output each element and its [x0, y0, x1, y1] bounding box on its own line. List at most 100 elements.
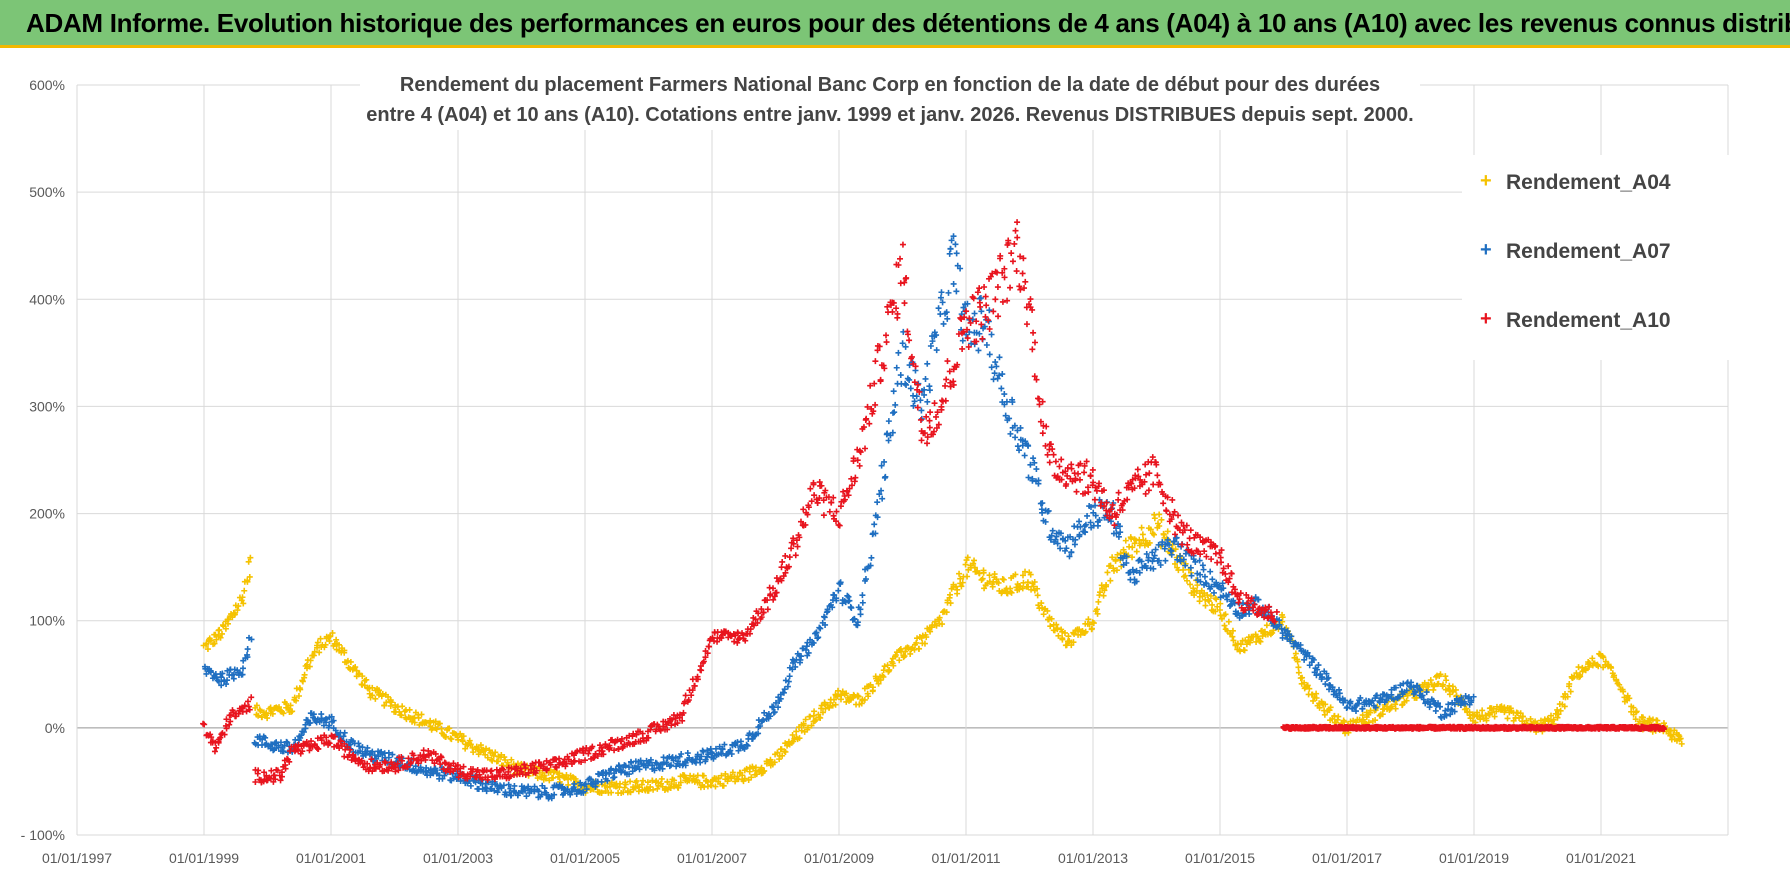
- data-point: [946, 591, 953, 598]
- data-point: [1412, 689, 1419, 696]
- data-point: [336, 641, 343, 648]
- data-point: [1133, 548, 1140, 555]
- data-point: [779, 752, 786, 759]
- data-point: [295, 693, 302, 700]
- data-point: [640, 760, 647, 767]
- data-point: [991, 370, 998, 377]
- data-point: [892, 653, 899, 660]
- data-point: [1273, 608, 1280, 615]
- data-point: [1001, 391, 1008, 398]
- data-point: [1557, 707, 1564, 714]
- data-point: [1331, 688, 1338, 695]
- data-point: [901, 300, 908, 307]
- data-point: [1620, 688, 1627, 695]
- data-point: [216, 626, 223, 633]
- data-point: [316, 649, 323, 656]
- data-point: [817, 625, 824, 632]
- data-point: [1034, 585, 1041, 592]
- data-point: [299, 748, 306, 755]
- data-point: [871, 521, 878, 528]
- data-point: [427, 717, 434, 724]
- data-point: [1217, 600, 1224, 607]
- data-point: [261, 769, 268, 776]
- data-point: [868, 554, 875, 561]
- data-point: [270, 747, 277, 754]
- data-point: [1151, 515, 1158, 522]
- data-point: [1114, 551, 1121, 558]
- data-point: [944, 315, 951, 322]
- data-point: [330, 717, 337, 724]
- data-point: [771, 759, 778, 766]
- data-point: [1097, 589, 1103, 596]
- data-point: [226, 721, 233, 728]
- data-point: [308, 738, 315, 745]
- data-point: [958, 583, 965, 590]
- data-point: [826, 704, 833, 711]
- series-rendement-a10-flat: [1280, 723, 1667, 732]
- data-point: [492, 749, 499, 756]
- data-point: [926, 387, 933, 394]
- data-point: [1047, 623, 1054, 630]
- data-point: [1554, 706, 1561, 713]
- data-point: [318, 737, 325, 744]
- data-point: [824, 606, 831, 613]
- data-point: [340, 733, 347, 740]
- data-point: [542, 775, 549, 782]
- data-point: [1092, 502, 1099, 509]
- data-point: [1326, 707, 1333, 714]
- data-point: [314, 639, 321, 646]
- data-point: [230, 675, 237, 682]
- data-point: [638, 781, 645, 788]
- data-point: [996, 354, 1003, 361]
- data-point: [943, 309, 950, 316]
- data-point: [729, 769, 736, 776]
- data-point: [207, 669, 214, 676]
- data-point: [1310, 697, 1317, 704]
- data-point: [1200, 566, 1207, 573]
- data-point: [859, 592, 866, 599]
- data-point: [760, 717, 767, 724]
- data-point: [974, 289, 981, 296]
- data-point: [1048, 615, 1055, 622]
- data-point: [1414, 682, 1421, 689]
- data-point: [1451, 708, 1458, 715]
- data-point: [1154, 472, 1161, 479]
- data-point: [981, 323, 988, 330]
- data-point: [810, 639, 817, 646]
- data-point: [565, 776, 572, 783]
- data-point: [405, 755, 412, 762]
- data-point: [1156, 523, 1163, 530]
- data-point: [331, 733, 338, 740]
- data-point: [418, 711, 425, 718]
- data-point: [927, 342, 934, 349]
- data-point: [1555, 711, 1562, 718]
- data-point: [866, 420, 873, 427]
- data-point: [1066, 553, 1073, 560]
- data-point: [1192, 558, 1199, 565]
- data-point: [983, 302, 990, 309]
- data-point: [269, 710, 276, 717]
- data-point: [1030, 455, 1037, 462]
- data-point: [918, 407, 925, 414]
- data-point: [1117, 529, 1124, 536]
- x-tick-label: 01/01/2015: [1185, 850, 1255, 866]
- data-point: [1287, 638, 1294, 645]
- data-point: [1297, 641, 1304, 648]
- data-point: [1517, 710, 1524, 717]
- data-point: [856, 462, 863, 469]
- data-point: [926, 424, 933, 431]
- data-point: [243, 708, 250, 715]
- data-point: [212, 631, 219, 638]
- data-point: [718, 772, 725, 779]
- data-point: [977, 303, 984, 310]
- data-point: [310, 652, 317, 659]
- data-point: [741, 775, 748, 782]
- data-point: [1211, 589, 1217, 596]
- data-point: [938, 289, 945, 296]
- data-point: [757, 723, 764, 730]
- data-point: [950, 233, 957, 240]
- data-point: [1139, 531, 1146, 538]
- data-point: [232, 611, 239, 618]
- data-point: [1177, 553, 1183, 560]
- data-point: [1112, 557, 1119, 564]
